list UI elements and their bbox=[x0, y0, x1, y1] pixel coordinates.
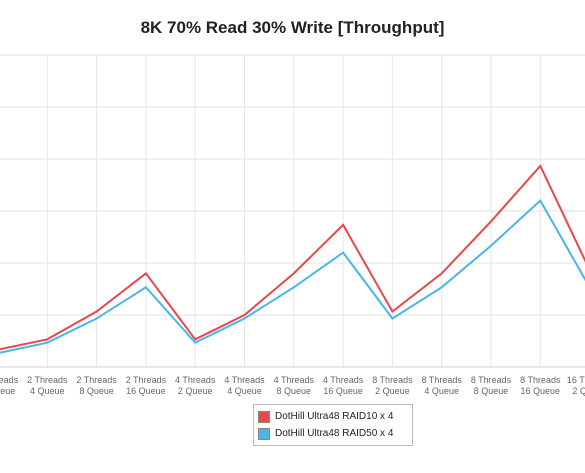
x-tick-label-6-1: 8 Queue bbox=[277, 386, 312, 396]
x-tick-label-1-0: 2 Threads bbox=[27, 375, 68, 385]
x-tick-label-7-1: 16 Queue bbox=[323, 386, 363, 396]
chart-title: 8K 70% Read 30% Write [Throughput] bbox=[140, 18, 445, 37]
x-tick-label-5-1: 4 Queue bbox=[227, 386, 262, 396]
x-tick-label-9-1: 4 Queue bbox=[424, 386, 459, 396]
series-line-1 bbox=[0, 199, 585, 354]
x-tick-label-8-0: 8 Threads bbox=[372, 375, 413, 385]
legend-swatch-raid50 bbox=[258, 427, 270, 440]
x-tick-label-3-0: 2 Threads bbox=[126, 375, 167, 385]
x-tick-label-6-0: 4 Threads bbox=[274, 375, 315, 385]
x-tick-label-5-0: 4 Threads bbox=[224, 375, 265, 385]
x-tick-label-1-1: 4 Queue bbox=[30, 386, 65, 396]
x-tick-label-11-0: 8 Threads bbox=[520, 375, 561, 385]
legend-label-raid10: DotHill Ultra48 RAID10 x 4 bbox=[275, 411, 394, 422]
legend-item-raid50[interactable]: DotHill Ultra48 RAID50 x 4 bbox=[258, 425, 408, 442]
legend-item-raid10[interactable]: DotHill Ultra48 RAID10 x 4 bbox=[258, 408, 408, 425]
x-tick-label-7-0: 4 Threads bbox=[323, 375, 364, 385]
x-tick-label-11-1: 16 Queue bbox=[521, 386, 561, 396]
x-tick-label-4-0: 4 Threads bbox=[175, 375, 216, 385]
x-tick-label-12-0: 16 Threads bbox=[567, 375, 585, 385]
x-tick-label-0-0: 2 Threads bbox=[0, 375, 19, 385]
x-tick-label-12-1: 2 Queue bbox=[572, 386, 585, 396]
x-tick-label-0-1: 2 Queue bbox=[0, 386, 15, 396]
legend-swatch-raid10 bbox=[258, 410, 270, 423]
legend-label-raid50: DotHill Ultra48 RAID50 x 4 bbox=[275, 428, 394, 439]
series-line-0 bbox=[0, 164, 585, 351]
legend: DotHill Ultra48 RAID10 x 4 DotHill Ultra… bbox=[253, 404, 413, 446]
x-tick-label-2-1: 8 Queue bbox=[79, 386, 114, 396]
x-tick-label-9-0: 8 Threads bbox=[422, 375, 463, 385]
x-tick-label-3-1: 16 Queue bbox=[126, 386, 166, 396]
x-tick-label-10-1: 8 Queue bbox=[474, 386, 509, 396]
x-tick-label-8-1: 2 Queue bbox=[375, 386, 410, 396]
x-tick-label-10-0: 8 Threads bbox=[471, 375, 512, 385]
x-tick-label-2-0: 2 Threads bbox=[76, 375, 117, 385]
x-tick-label-4-1: 2 Queue bbox=[178, 386, 213, 396]
